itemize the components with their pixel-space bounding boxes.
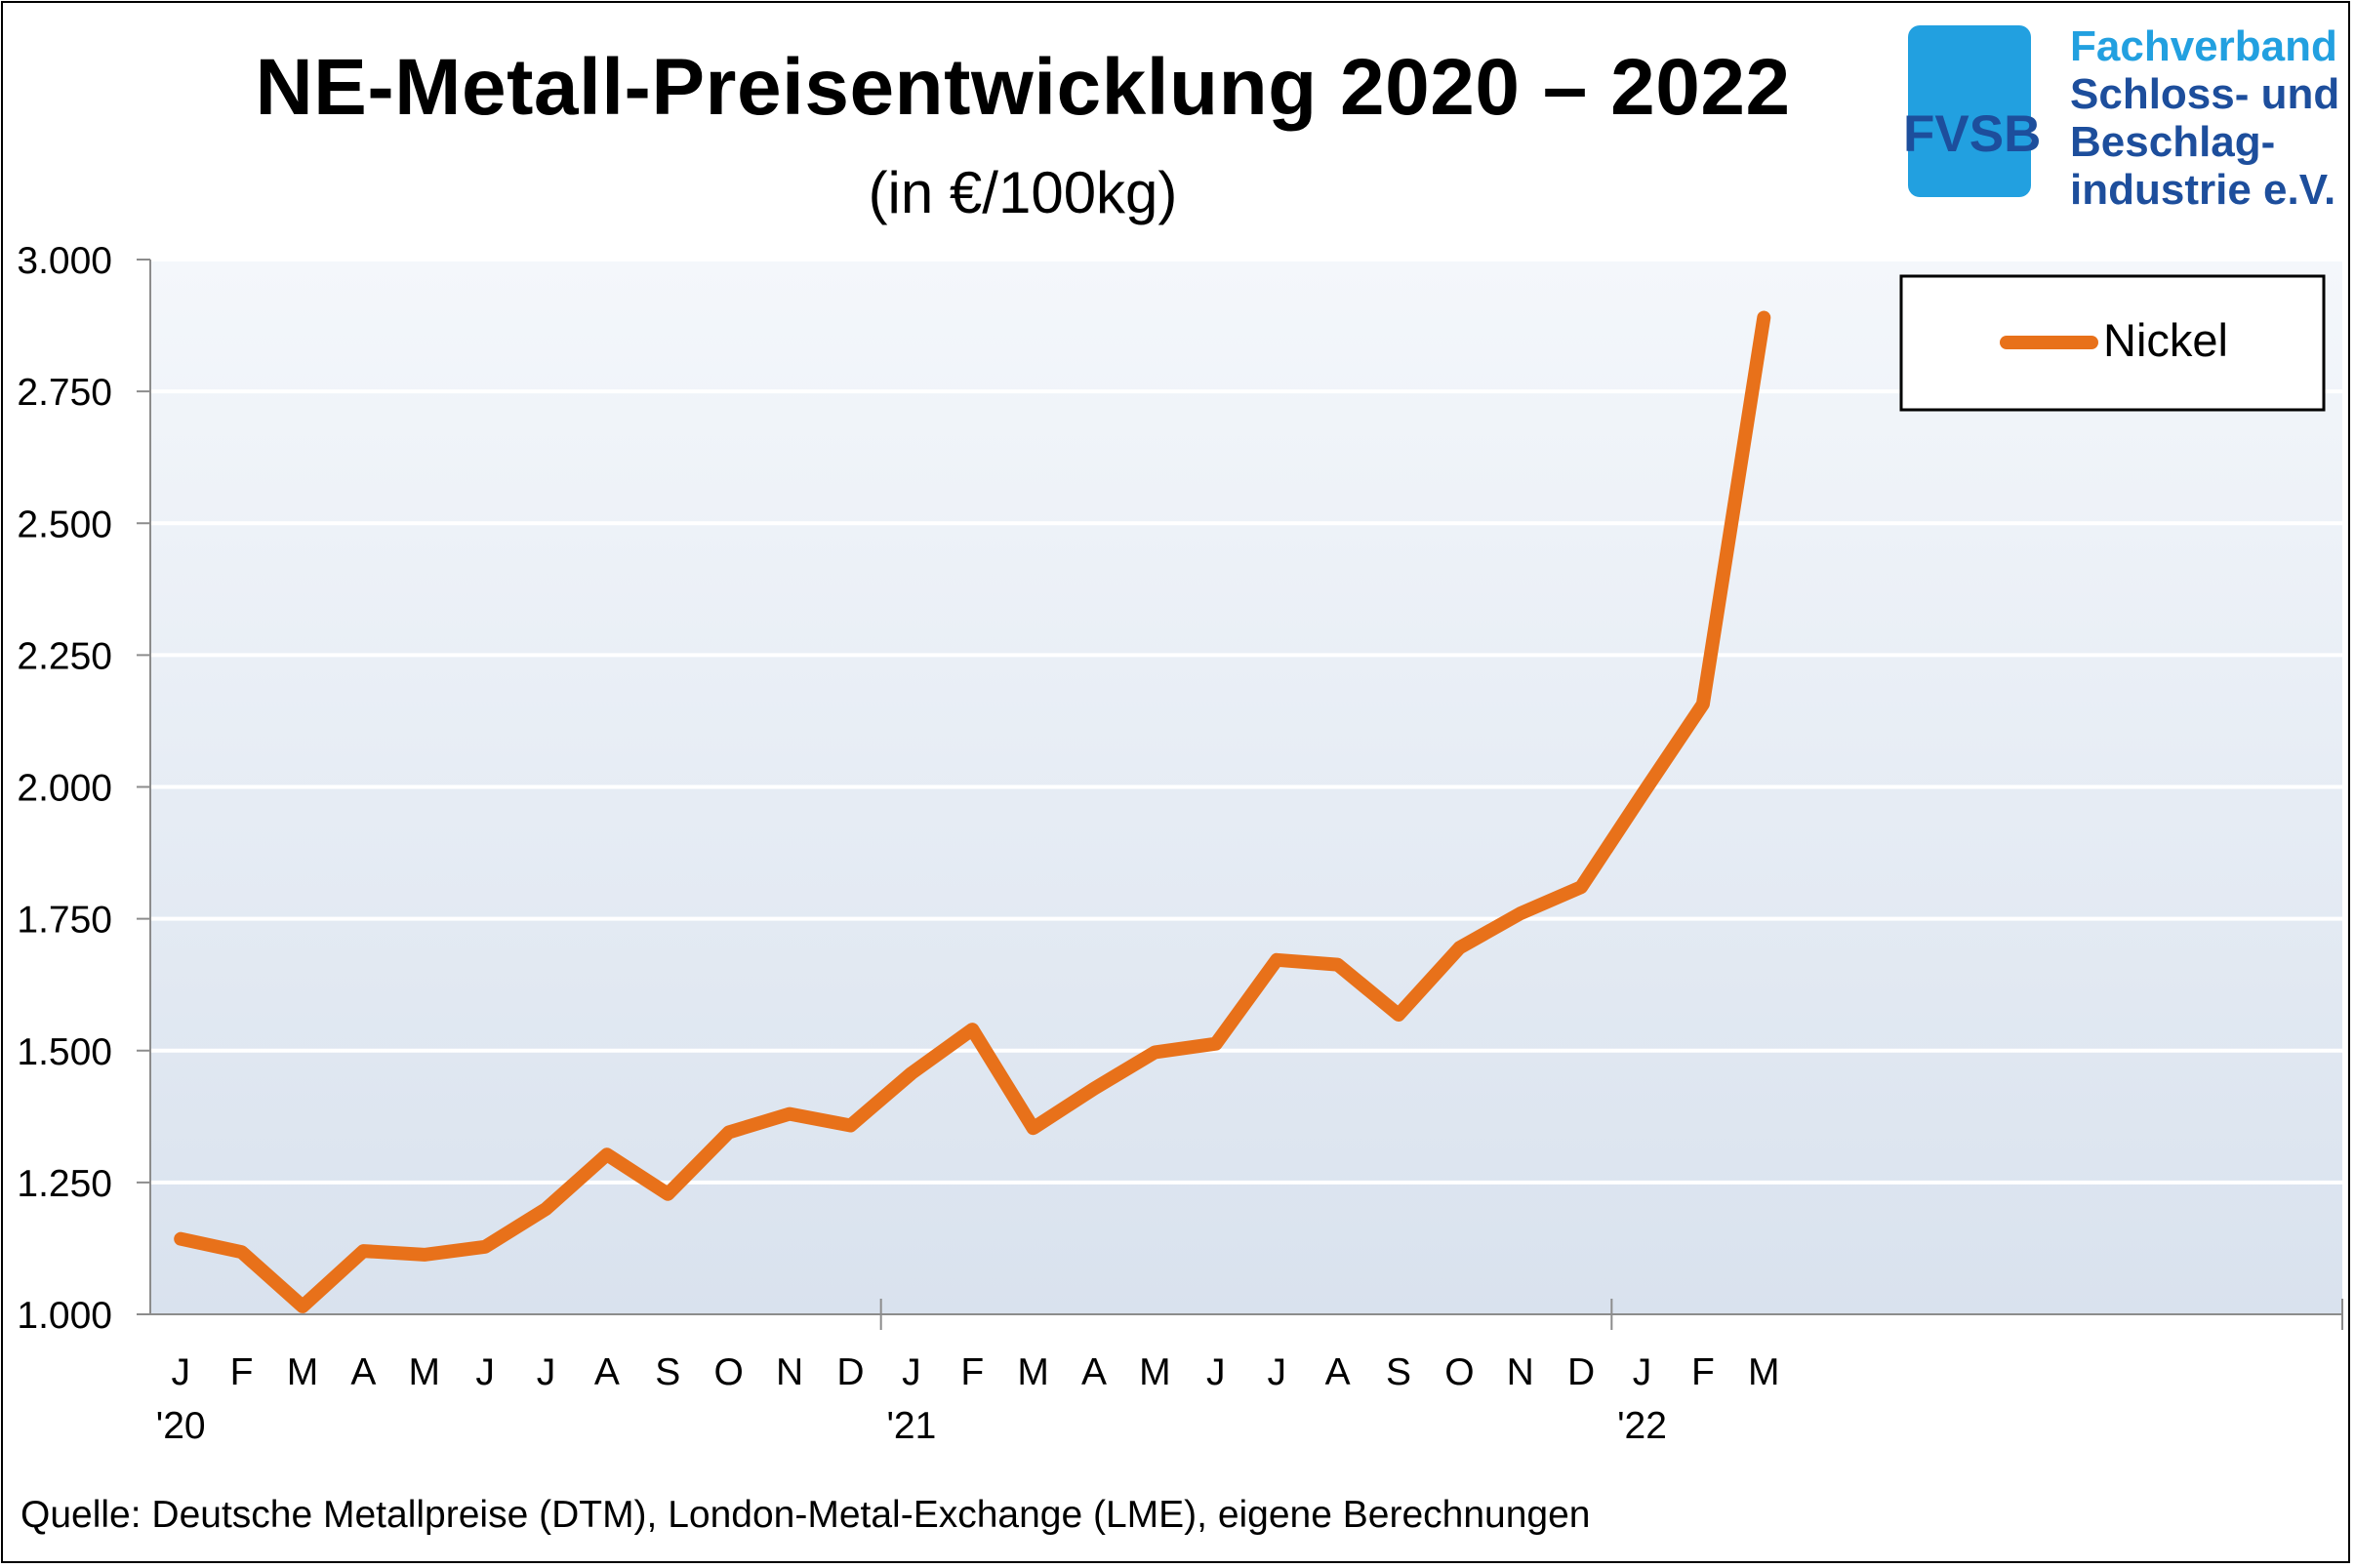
fvsb-logo-abbr: FVSB xyxy=(1903,105,2042,163)
y-tick-label: 1.250 xyxy=(17,1163,112,1205)
organization-name-line: Beschlag- xyxy=(2070,118,2276,166)
x-tick-label: J xyxy=(1633,1351,1652,1393)
x-tick-label: J xyxy=(1267,1351,1286,1393)
y-tick-label: 2.750 xyxy=(17,372,112,414)
chart-title: NE-Metall-Preisentwicklung 2020 – 2022 xyxy=(255,43,1791,132)
x-tick-label: S xyxy=(655,1351,680,1393)
x-year-label: '20 xyxy=(156,1405,206,1447)
x-tick-label: N xyxy=(776,1351,803,1393)
legend-box xyxy=(1899,274,2326,412)
x-tick-label: J xyxy=(902,1351,921,1393)
source-note: Quelle: Deutsche Metallpreise (DTM), Lon… xyxy=(20,1494,1591,1536)
y-tick-label: 2.250 xyxy=(17,635,112,677)
x-tick-label: A xyxy=(350,1351,376,1393)
x-tick-label: M xyxy=(1139,1351,1171,1393)
y-tick-label: 2.000 xyxy=(17,768,112,810)
x-tick-label: D xyxy=(836,1351,864,1393)
x-tick-label: J xyxy=(1206,1351,1226,1393)
line-chart: 1.000 1.250 1.500 1.750 2.000 2.250 2.500 2.750… xyxy=(17,240,2343,1447)
x-tick-label: F xyxy=(1691,1351,1715,1393)
x-tick-label: M xyxy=(287,1351,319,1393)
x-tick-label: O xyxy=(1444,1351,1474,1393)
x-tick-label: M xyxy=(1748,1351,1780,1393)
x-tick-label: J xyxy=(475,1351,495,1393)
x-tick-label: A xyxy=(594,1351,620,1393)
x-tick-label: F xyxy=(230,1351,254,1393)
y-tick-label: 1.750 xyxy=(17,900,112,942)
legend-label: Nickel xyxy=(2103,314,2228,366)
y-tick-label: 1.000 xyxy=(17,1295,112,1337)
organization-name-line: Schloss- und xyxy=(2070,70,2340,118)
fvsb-logo xyxy=(1908,25,2031,197)
organization-name: Fachverband Schloss- und Beschlag- indus… xyxy=(2070,22,2353,214)
x-tick-label: S xyxy=(1386,1351,1411,1393)
x-tick-label: D xyxy=(1567,1351,1595,1393)
x-tick-label: M xyxy=(1017,1351,1049,1393)
x-year-label: '21 xyxy=(886,1405,936,1447)
x-tick-label: F xyxy=(960,1351,984,1393)
x-tick-label: J xyxy=(537,1351,556,1393)
x-tick-label: J xyxy=(171,1351,190,1393)
y-tick-label: 1.500 xyxy=(17,1031,112,1073)
organization-name-line: Fachverband xyxy=(2070,22,2337,70)
chart-subtitle: (in €/100kg) xyxy=(868,160,1178,225)
x-tick-label: N xyxy=(1507,1351,1534,1393)
x-tick-label: A xyxy=(1325,1351,1351,1393)
y-tick-label: 2.500 xyxy=(17,503,112,545)
series-line-nickel xyxy=(174,310,1771,1313)
organization-name-line: industrie e.V. xyxy=(2070,166,2336,214)
x-tick-label: M xyxy=(409,1351,441,1393)
x-tick-label: O xyxy=(714,1351,744,1393)
x-tick-label: A xyxy=(1081,1351,1107,1393)
x-year-label: '22 xyxy=(1617,1405,1667,1447)
y-tick-label: 3.000 xyxy=(17,240,112,282)
